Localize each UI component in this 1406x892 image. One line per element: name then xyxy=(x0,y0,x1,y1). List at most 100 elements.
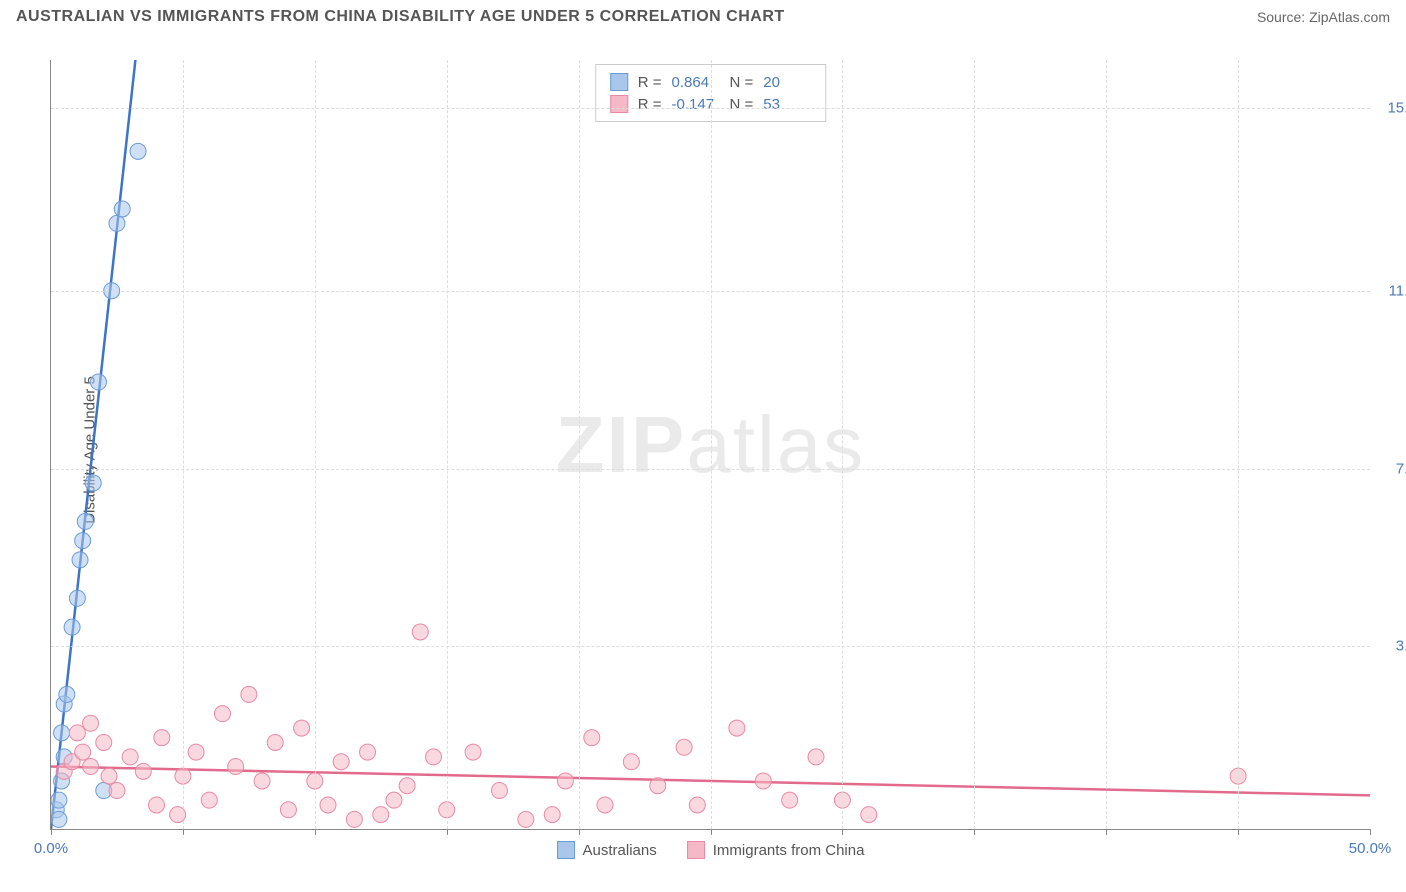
swatch-china xyxy=(610,95,628,113)
x-tick-mark xyxy=(1238,829,1239,835)
x-tick-mark xyxy=(1106,829,1107,835)
data-point-china xyxy=(544,807,560,823)
data-point-china xyxy=(149,797,165,813)
data-point-china xyxy=(188,744,204,760)
x-tick-mark xyxy=(579,829,580,835)
r-value-china: -0.147 xyxy=(672,96,720,113)
gridline-v xyxy=(711,60,712,829)
data-point-aus xyxy=(64,619,80,635)
swatch-china-icon xyxy=(687,841,705,859)
data-point-china xyxy=(214,706,230,722)
data-point-china xyxy=(56,763,72,779)
x-tick-label: 50.0% xyxy=(1349,840,1392,857)
data-point-china xyxy=(346,811,362,827)
data-point-aus xyxy=(130,143,146,159)
source-attribution: Source: ZipAtlas.com xyxy=(1257,9,1390,25)
gridline-v xyxy=(842,60,843,829)
data-point-china xyxy=(83,715,99,731)
series-legend: Australians Immigrants from China xyxy=(557,841,865,859)
y-tick-label: 3.8% xyxy=(1375,638,1406,655)
gridline-v xyxy=(447,60,448,829)
data-point-china xyxy=(426,749,442,765)
data-point-aus xyxy=(54,725,70,741)
data-point-aus xyxy=(51,811,67,827)
n-value-china: 53 xyxy=(763,96,811,113)
data-point-china xyxy=(650,778,666,794)
data-point-aus xyxy=(75,533,91,549)
data-point-aus xyxy=(90,374,106,390)
gridline-v xyxy=(183,60,184,829)
swatch-aus xyxy=(610,73,628,91)
y-tick-label: 7.5% xyxy=(1375,460,1406,477)
data-point-china xyxy=(320,797,336,813)
data-point-china xyxy=(75,744,91,760)
data-point-china xyxy=(101,768,117,784)
data-point-china xyxy=(861,807,877,823)
data-point-aus xyxy=(54,773,70,789)
n-label: N = xyxy=(730,74,754,91)
chart-header: AUSTRALIAN VS IMMIGRANTS FROM CHINA DISA… xyxy=(0,0,1406,34)
data-point-china xyxy=(465,744,481,760)
trend-line-aus xyxy=(51,60,135,829)
data-point-aus xyxy=(59,686,75,702)
plot-area: ZIPatlas R = 0.864 N = 20 R = -0.147 N =… xyxy=(50,60,1370,830)
data-point-china xyxy=(386,792,402,808)
gridline-v xyxy=(579,60,580,829)
x-tick-mark xyxy=(447,829,448,835)
data-point-china xyxy=(597,797,613,813)
x-tick-mark xyxy=(1370,829,1371,835)
r-label: R = xyxy=(638,96,662,113)
data-point-aus xyxy=(114,201,130,217)
data-point-china xyxy=(267,734,283,750)
data-point-china xyxy=(373,807,389,823)
y-tick-label: 11.2% xyxy=(1375,282,1406,299)
data-point-china xyxy=(109,783,125,799)
r-label: R = xyxy=(638,74,662,91)
data-point-china xyxy=(83,759,99,775)
data-point-china xyxy=(294,720,310,736)
data-point-aus xyxy=(56,696,72,712)
data-point-china xyxy=(623,754,639,770)
data-point-aus xyxy=(69,590,85,606)
data-point-china xyxy=(360,744,376,760)
legend-label-china: Immigrants from China xyxy=(713,842,865,859)
data-point-china xyxy=(518,811,534,827)
data-point-china xyxy=(135,763,151,779)
legend-item-china: Immigrants from China xyxy=(687,841,865,859)
gridline-v xyxy=(1106,60,1107,829)
x-tick-label: 0.0% xyxy=(34,840,68,857)
data-point-china xyxy=(201,792,217,808)
data-point-china xyxy=(412,624,428,640)
data-point-china xyxy=(584,730,600,746)
data-point-china xyxy=(491,783,507,799)
n-value-aus: 20 xyxy=(763,74,811,91)
x-tick-mark xyxy=(711,829,712,835)
data-point-china xyxy=(399,778,415,794)
data-point-china xyxy=(808,749,824,765)
gridline-v xyxy=(315,60,316,829)
data-point-aus xyxy=(109,215,125,231)
swatch-aus-icon xyxy=(557,841,575,859)
data-point-china xyxy=(280,802,296,818)
data-point-china xyxy=(557,773,573,789)
data-point-aus xyxy=(56,749,72,765)
legend-label-aus: Australians xyxy=(583,842,657,859)
data-point-aus xyxy=(96,783,112,799)
x-tick-mark xyxy=(183,829,184,835)
source-name: ZipAtlas.com xyxy=(1309,9,1390,25)
n-label: N = xyxy=(730,96,754,113)
data-point-china xyxy=(228,759,244,775)
x-tick-mark xyxy=(51,829,52,835)
watermark-rest: atlas xyxy=(686,400,865,489)
data-point-china xyxy=(96,734,112,750)
gridline-v xyxy=(1238,60,1239,829)
r-value-aus: 0.864 xyxy=(672,74,720,91)
data-point-aus xyxy=(85,475,101,491)
data-point-china xyxy=(64,754,80,770)
x-tick-mark xyxy=(315,829,316,835)
data-point-china xyxy=(782,792,798,808)
chart-container: Disability Age Under 5 ZIPatlas R = 0.86… xyxy=(40,40,1390,860)
data-point-china xyxy=(241,686,257,702)
data-point-china xyxy=(689,797,705,813)
data-point-china xyxy=(254,773,270,789)
